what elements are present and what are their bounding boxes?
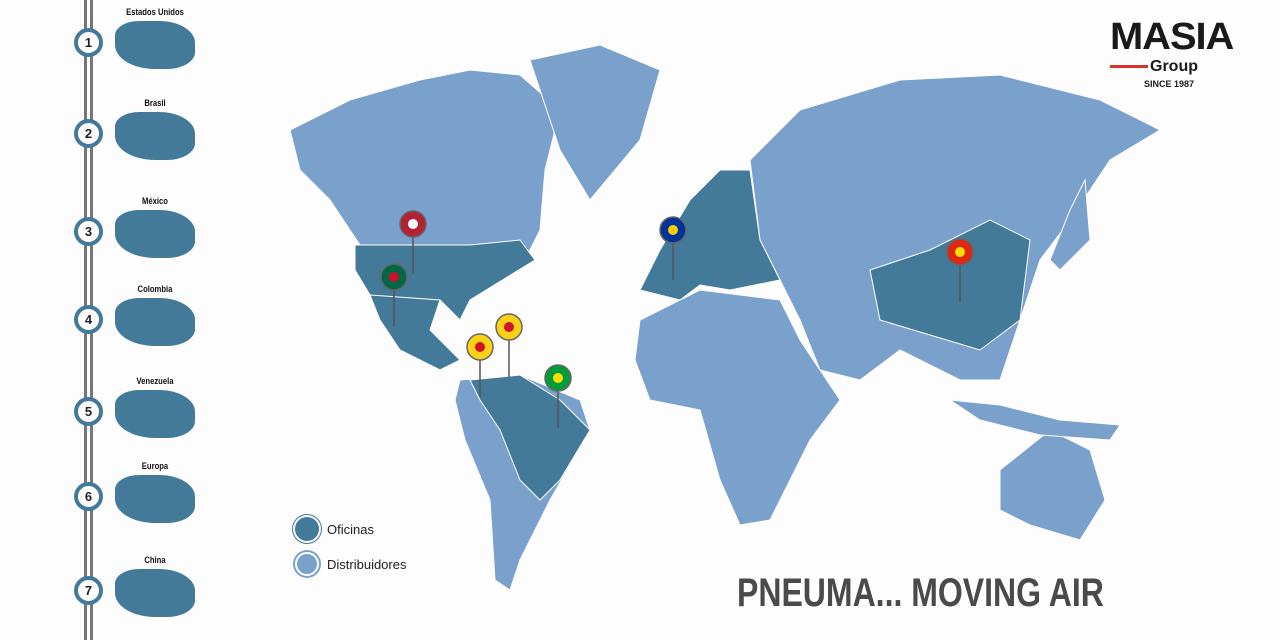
country-silhouette (115, 390, 195, 438)
region-japan (1049, 178, 1091, 271)
country-silhouette (115, 112, 195, 160)
country-silhouette (115, 298, 195, 346)
region-africa (634, 289, 841, 526)
legend-offices: Oficinas (295, 517, 374, 541)
step-circle-2: 2 (74, 119, 103, 148)
logo-name: MASIA (1110, 16, 1234, 58)
mexico-flag-icon (380, 263, 408, 327)
region-china (869, 219, 1031, 351)
step-circle-6: 6 (74, 482, 103, 511)
eu-flag-icon (659, 216, 687, 280)
logo-sub: Group (1150, 58, 1198, 75)
colombia-flag-icon (466, 333, 494, 397)
step-circle-4: 4 (74, 305, 103, 334)
region-brazil-colombia-venezuela (469, 374, 591, 501)
step-label: China (144, 555, 166, 565)
logo-red-bar (1110, 65, 1148, 68)
region-greenland (529, 44, 661, 201)
legend-distributors-label: Distribuidores (327, 556, 407, 572)
legend-distributors: Distribuidores (295, 552, 406, 576)
slogan: PNEUMA... MOVING AIR (737, 571, 1104, 615)
step-label: Venezuela (136, 376, 174, 386)
step-circle-3: 3 (74, 217, 103, 246)
region-australia (999, 429, 1106, 541)
step-label: Brasil (144, 98, 166, 108)
region-indonesia (949, 399, 1121, 441)
step-label: Europa (141, 461, 169, 471)
masia-logo: MASIA Group SINCE 1987 (1110, 18, 1245, 92)
distributors-swatch-icon (295, 552, 319, 576)
us-flag-icon (399, 210, 427, 274)
step-label: México (142, 196, 168, 206)
legend-offices-label: Oficinas (327, 521, 374, 537)
china-flag-icon (946, 238, 974, 302)
logo-since: SINCE 1987 (1144, 79, 1195, 89)
region-north-america (289, 69, 561, 271)
country-silhouette (115, 21, 195, 69)
step-circle-7: 7 (74, 576, 103, 605)
offices-swatch-icon (295, 517, 319, 541)
step-circle-5: 5 (74, 397, 103, 426)
step-label: Colombia (137, 284, 173, 294)
brazil-flag-icon (544, 364, 572, 428)
step-circle-1: 1 (74, 28, 103, 57)
region-mexico (369, 294, 461, 371)
country-silhouette (115, 210, 195, 258)
venezuela-flag-icon (495, 313, 523, 377)
step-label: Estados Unidos (126, 7, 184, 17)
country-silhouette (115, 569, 195, 617)
country-silhouette (115, 475, 195, 523)
region-europe (639, 169, 781, 301)
